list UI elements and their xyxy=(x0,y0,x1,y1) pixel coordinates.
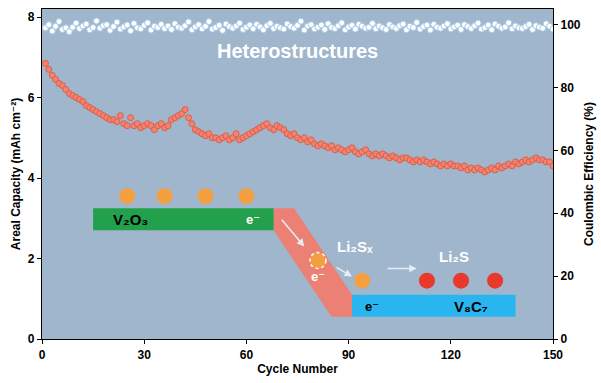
svg-text:0: 0 xyxy=(28,332,35,346)
svg-text:Li₂Sₓ: Li₂Sₓ xyxy=(337,238,373,255)
svg-text:4: 4 xyxy=(28,171,35,185)
svg-text:Li₂S: Li₂S xyxy=(439,248,469,265)
svg-text:e⁻: e⁻ xyxy=(311,269,325,284)
svg-text:e⁻: e⁻ xyxy=(246,212,260,227)
svg-text:20: 20 xyxy=(561,269,575,283)
svg-text:150: 150 xyxy=(543,348,563,362)
svg-text:60: 60 xyxy=(240,348,254,362)
svg-text:e⁻: e⁻ xyxy=(365,299,379,314)
svg-text:100: 100 xyxy=(561,18,581,32)
svg-text:120: 120 xyxy=(441,348,461,362)
svg-text:V₈C₇: V₈C₇ xyxy=(454,298,488,315)
svg-text:Areal Capacity (mAh cm⁻²): Areal Capacity (mAh cm⁻²) xyxy=(9,98,23,250)
svg-text:V₂O₃: V₂O₃ xyxy=(113,211,148,228)
svg-text:30: 30 xyxy=(138,348,152,362)
svg-text:0: 0 xyxy=(39,348,46,362)
svg-text:Heterostructures: Heterostructures xyxy=(217,40,378,62)
svg-text:80: 80 xyxy=(561,81,575,95)
svg-text:0: 0 xyxy=(561,332,568,346)
svg-text:40: 40 xyxy=(561,206,575,220)
svg-text:2: 2 xyxy=(28,252,35,266)
svg-text:8: 8 xyxy=(28,10,35,24)
svg-text:Coulombic Efficiency (%): Coulombic Efficiency (%) xyxy=(582,102,596,246)
svg-text:Cycle Number: Cycle Number xyxy=(257,362,338,376)
svg-text:6: 6 xyxy=(28,91,35,105)
svg-text:90: 90 xyxy=(342,348,356,362)
svg-text:60: 60 xyxy=(561,144,575,158)
